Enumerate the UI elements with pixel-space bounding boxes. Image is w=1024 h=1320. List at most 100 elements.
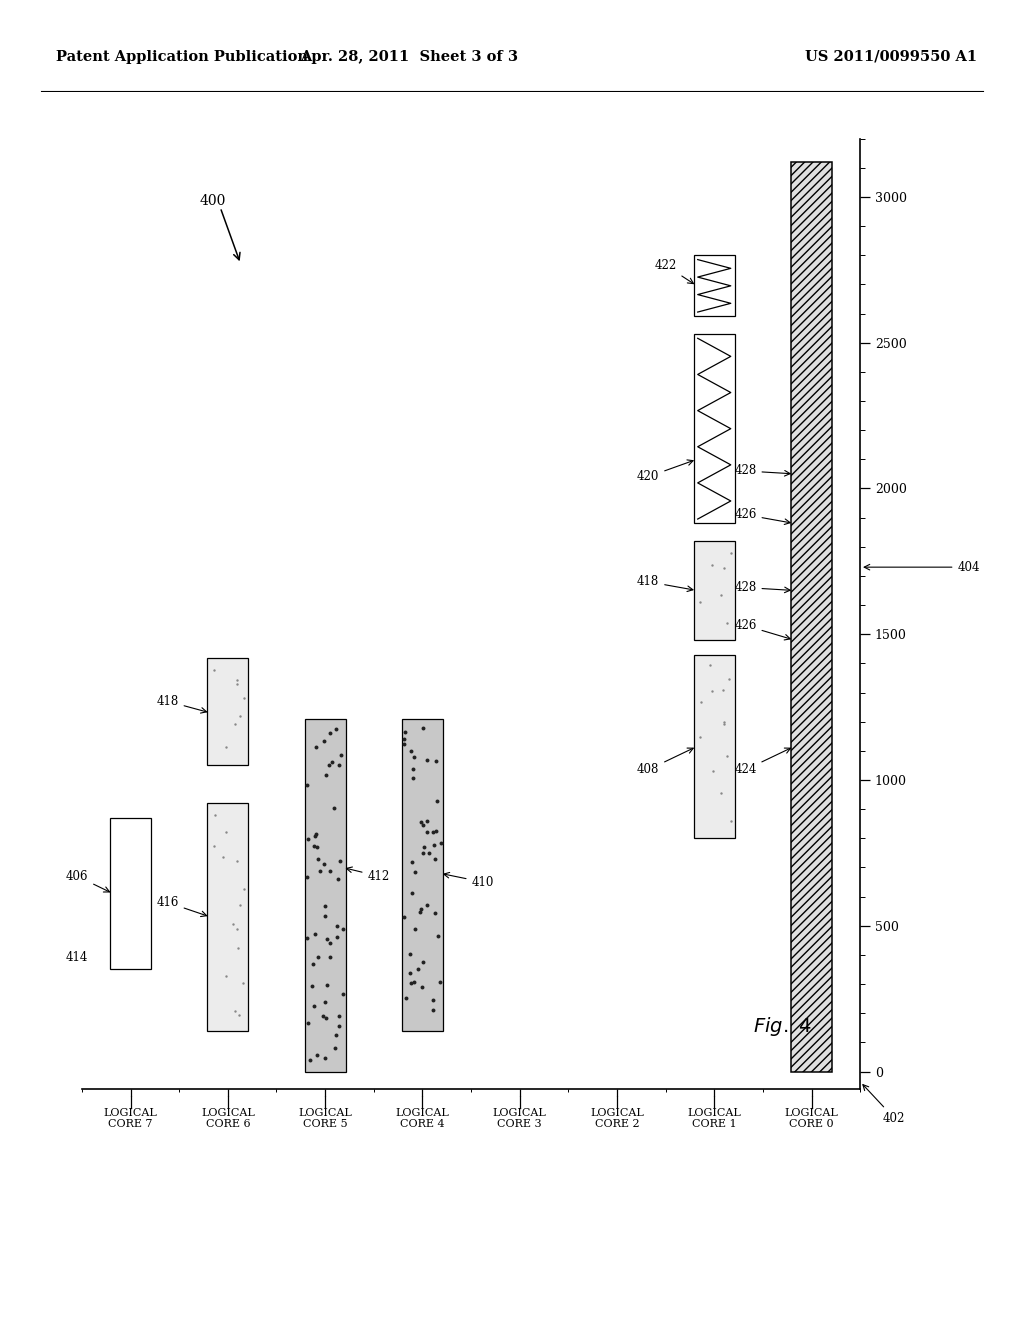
Bar <box>694 655 734 838</box>
Point <box>396 733 413 754</box>
Point <box>224 913 241 935</box>
Bar <box>208 804 248 1031</box>
Point <box>719 746 735 767</box>
Point <box>302 1049 318 1071</box>
Point <box>415 952 431 973</box>
Point <box>315 730 332 751</box>
Point <box>432 832 449 853</box>
Text: 400: 400 <box>200 194 226 207</box>
Point <box>692 726 709 747</box>
Point <box>322 755 338 776</box>
Point <box>309 849 326 870</box>
Point <box>237 688 253 709</box>
Point <box>333 744 349 766</box>
Point <box>327 1038 343 1059</box>
Point <box>317 764 334 785</box>
Bar <box>111 818 151 969</box>
Point <box>415 843 431 865</box>
Point <box>232 895 249 916</box>
Point <box>322 861 338 882</box>
Point <box>421 843 437 865</box>
Point <box>307 737 324 758</box>
Text: 408: 408 <box>637 748 693 776</box>
Point <box>407 919 423 940</box>
Point <box>318 975 335 997</box>
Text: Patent Application Publication: Patent Application Publication <box>56 50 308 63</box>
Text: LOGICAL
CORE 4: LOGICAL CORE 4 <box>395 1107 450 1130</box>
Point <box>218 821 234 842</box>
Point <box>229 673 246 694</box>
Point <box>432 972 449 993</box>
Point <box>206 836 222 857</box>
Point <box>317 1007 334 1028</box>
Point <box>425 999 441 1020</box>
Point <box>237 878 253 899</box>
Point <box>692 591 709 612</box>
Bar <box>792 162 831 1072</box>
Text: LOGICAL
CORE 5: LOGICAL CORE 5 <box>298 1107 352 1130</box>
Point <box>424 989 440 1010</box>
Point <box>335 919 351 940</box>
Point <box>228 669 245 690</box>
Point <box>306 836 323 857</box>
Point <box>324 751 340 772</box>
Point <box>426 849 442 870</box>
Point <box>719 612 735 634</box>
Point <box>413 902 429 923</box>
Point <box>309 946 326 968</box>
Point <box>430 925 446 946</box>
Point <box>331 754 347 775</box>
Point <box>419 750 435 771</box>
Text: 428: 428 <box>734 581 791 594</box>
Point <box>317 906 334 927</box>
Point <box>206 660 222 681</box>
Point <box>413 899 429 920</box>
Point <box>716 557 732 578</box>
Point <box>226 713 243 734</box>
Point <box>407 862 423 883</box>
Point <box>415 718 431 739</box>
Bar <box>694 541 734 640</box>
Point <box>415 814 431 836</box>
Point <box>703 554 720 576</box>
Bar <box>402 719 442 1031</box>
Text: LOGICAL
CORE 2: LOGICAL CORE 2 <box>590 1107 644 1130</box>
Point <box>308 1045 325 1067</box>
Point <box>414 977 430 998</box>
Point <box>329 916 345 937</box>
Point <box>215 846 231 867</box>
Point <box>406 747 422 768</box>
Point <box>217 965 233 986</box>
Text: 428: 428 <box>734 465 791 478</box>
Point <box>713 783 729 804</box>
Point <box>322 933 338 954</box>
Point <box>419 821 435 842</box>
Point <box>396 727 413 748</box>
Point <box>428 821 444 842</box>
Text: LOGICAL
CORE 1: LOGICAL CORE 1 <box>687 1107 741 1130</box>
Text: $\it{Fig.}$ $\it{4}$: $\it{Fig.}$ $\it{4}$ <box>753 1015 811 1039</box>
Text: 402: 402 <box>863 1085 905 1125</box>
Point <box>715 680 731 701</box>
Text: LOGICAL
CORE 6: LOGICAL CORE 6 <box>201 1107 255 1130</box>
Point <box>331 1006 347 1027</box>
Point <box>404 851 421 873</box>
Point <box>703 680 720 701</box>
Point <box>232 706 249 727</box>
Text: 418: 418 <box>637 576 693 591</box>
Text: US 2011/0099550 A1: US 2011/0099550 A1 <box>805 50 977 63</box>
Point <box>317 1048 334 1069</box>
Text: 420: 420 <box>637 459 693 483</box>
Point <box>701 655 718 676</box>
Point <box>328 1024 344 1045</box>
Point <box>403 883 420 904</box>
Point <box>419 894 435 915</box>
Point <box>306 825 323 846</box>
Point <box>328 718 344 739</box>
Point <box>315 853 332 874</box>
Point <box>234 973 251 994</box>
Point <box>229 919 246 940</box>
Text: 404: 404 <box>864 561 980 574</box>
Point <box>299 775 315 796</box>
Point <box>226 1001 243 1022</box>
